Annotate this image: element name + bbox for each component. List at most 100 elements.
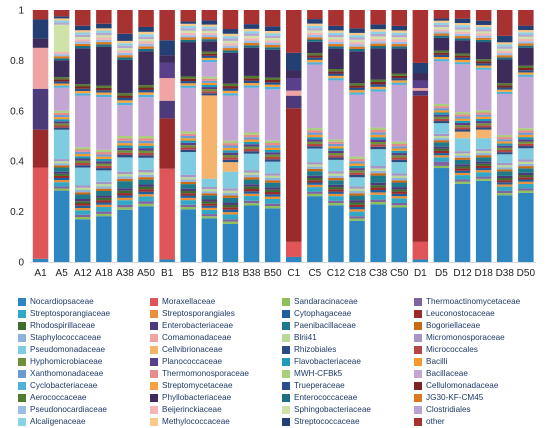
bar-segment	[475, 33, 492, 36]
bar-segment	[222, 36, 239, 39]
bar-segment	[518, 143, 534, 147]
bar-segment	[349, 85, 365, 88]
bar-segment	[96, 188, 112, 191]
legend-item: Enterococcaceae	[282, 392, 357, 403]
legend-label: Sandaracinaceae	[294, 297, 358, 306]
bar-segment	[75, 30, 91, 33]
bar-segment	[201, 87, 218, 90]
bar-segment	[75, 95, 91, 148]
legend-swatch	[282, 321, 290, 330]
bar-segment	[307, 162, 323, 165]
x-tick-label: A1	[34, 268, 47, 279]
legend-item: Cellulomonadaceae	[414, 380, 498, 391]
bar-segment	[328, 191, 344, 194]
bar-segment	[454, 129, 471, 132]
bar-segment	[454, 38, 471, 41]
x-tick-label: B12	[200, 268, 218, 279]
bar-segment	[518, 72, 534, 75]
bar-segment	[307, 64, 323, 129]
legend-swatch	[282, 297, 290, 306]
bar-segment	[349, 94, 365, 157]
bar-segment	[243, 146, 260, 149]
bar-segment	[286, 90, 302, 96]
x-tick-label: B5	[182, 268, 195, 279]
bar-segment	[454, 57, 471, 60]
bar-segment	[518, 179, 534, 182]
legend-item: Micrococcales	[414, 344, 478, 355]
legend-label: Leuconostocaceae	[426, 309, 495, 318]
legend-item: Micromonosporaceae	[414, 332, 505, 343]
legend-item: MWH-CFBk5	[282, 368, 342, 379]
legend-label: Micromonosporaceae	[426, 333, 505, 342]
bar-segment	[370, 10, 386, 25]
bar-segment	[75, 93, 91, 96]
legend-label: Streptosporangiales	[162, 309, 235, 318]
bar-segment	[180, 21, 196, 24]
legend-swatch	[414, 381, 422, 390]
legend-label: Streptosporangiaceae	[30, 309, 111, 318]
bar-segment	[328, 143, 344, 147]
bar-segment	[243, 87, 260, 133]
bar-segment	[96, 200, 112, 203]
bar-segment	[349, 186, 365, 189]
bar-segment	[391, 205, 407, 208]
bar-segment	[349, 161, 365, 164]
bar-segment	[454, 59, 471, 63]
bar-segment	[391, 150, 407, 154]
legend-item: Thermoactinomycetaceae	[414, 296, 520, 307]
bar-segment	[117, 100, 133, 103]
bar-segment	[475, 155, 492, 158]
bar-segment	[138, 10, 154, 27]
bar-segment	[138, 26, 154, 32]
bar-segment	[75, 217, 91, 220]
bar-segment	[475, 63, 492, 66]
bar-segment	[264, 192, 281, 195]
bar-segment	[370, 132, 386, 135]
x-tick-label: B38	[243, 268, 261, 279]
bar-segment	[96, 202, 112, 205]
bar-segment	[518, 188, 534, 191]
bar-segment	[159, 259, 175, 262]
bar-segment	[433, 136, 450, 139]
legend-label: Moraxellaceae	[162, 297, 216, 306]
bar-segment	[454, 159, 471, 165]
bar-segment	[222, 159, 239, 163]
bar-segment	[53, 127, 70, 130]
bar-segment	[201, 195, 218, 200]
bar-segment	[433, 110, 450, 113]
legend-swatch	[282, 381, 290, 390]
bar-segment	[96, 170, 112, 182]
legend-swatch	[18, 369, 26, 378]
bar-segment	[117, 136, 133, 139]
legend-label: Alcaligenaceae	[30, 417, 86, 426]
bar-segment	[497, 59, 513, 84]
bar-segment	[370, 82, 386, 85]
bar-segment	[243, 196, 260, 201]
bar-segment	[96, 161, 112, 164]
bar-segment	[222, 140, 239, 144]
bar-segment	[328, 180, 344, 185]
bar-segment	[370, 190, 386, 193]
bar-segment	[201, 193, 218, 196]
bar-segment	[117, 97, 133, 101]
bar-segment	[454, 114, 471, 117]
bar-segment	[497, 162, 513, 166]
bar-segment	[349, 200, 365, 203]
bar-segment	[433, 148, 450, 151]
bar-segment	[349, 170, 365, 173]
bar-segment	[180, 10, 196, 22]
bar-segment	[307, 25, 323, 29]
bar-segment	[264, 161, 281, 174]
bar-segment	[117, 178, 133, 182]
bar-segment	[138, 39, 154, 42]
bar-segment	[138, 206, 154, 262]
bar-segment	[391, 180, 407, 183]
bar-segment	[328, 39, 344, 42]
bar-segment	[433, 112, 450, 115]
bar-segment	[454, 40, 471, 54]
bar-segment	[370, 127, 386, 130]
bar-segment	[243, 75, 260, 79]
bar-segment	[391, 143, 407, 147]
legend-swatch	[414, 345, 422, 354]
bar-segment	[222, 202, 239, 205]
